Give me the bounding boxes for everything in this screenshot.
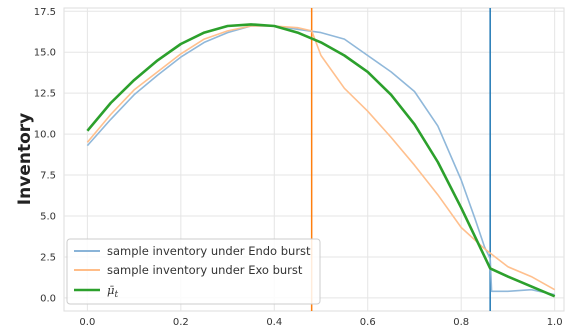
series-line-mean bbox=[86, 23, 556, 298]
y-tick-0-0: 0.0 bbox=[40, 293, 56, 304]
legend-box bbox=[66, 238, 321, 305]
x-tick-0-6: 0.6 bbox=[360, 317, 376, 328]
y-tick-15-0: 15.0 bbox=[34, 48, 56, 59]
x-tick-1-0: 1.0 bbox=[547, 317, 563, 328]
y-tick-17-5: 17.5 bbox=[34, 7, 56, 18]
y-tick-labels: 0.0 2.5 5.0 7.5 10.0 12.5 15.0 17.5 bbox=[34, 7, 56, 305]
series-line-exo bbox=[86, 25, 556, 291]
x-tick-0-4: 0.4 bbox=[266, 317, 282, 328]
y-tick-5-0: 5.0 bbox=[40, 212, 56, 223]
y-tick-2-5: 2.5 bbox=[40, 252, 56, 263]
y-tick-7-5: 7.5 bbox=[40, 171, 56, 182]
legend-label-mean-main: μ̄ bbox=[107, 283, 114, 297]
x-tick-labels: 0.0 0.2 0.4 0.6 0.8 1.0 bbox=[79, 317, 562, 328]
x-tick-0-2: 0.2 bbox=[173, 317, 189, 328]
x-tick-0-8: 0.8 bbox=[453, 317, 469, 328]
y-tick-12-5: 12.5 bbox=[34, 89, 56, 100]
legend-label-endo: sample inventory under Endo burst bbox=[107, 244, 311, 258]
series-lines bbox=[86, 23, 556, 298]
legend: sample inventory under Endo burst sample… bbox=[66, 238, 321, 305]
legend-label-mean-sub: t bbox=[114, 290, 118, 300]
legend-label-exo: sample inventory under Exo burst bbox=[107, 263, 303, 277]
y-axis-label: Inventory bbox=[15, 113, 35, 205]
legend-label-mean: μ̄t bbox=[107, 283, 118, 300]
y-tick-10-0: 10.0 bbox=[34, 130, 56, 141]
series-line-endo bbox=[86, 25, 555, 296]
x-tick-0-0: 0.0 bbox=[79, 317, 95, 328]
